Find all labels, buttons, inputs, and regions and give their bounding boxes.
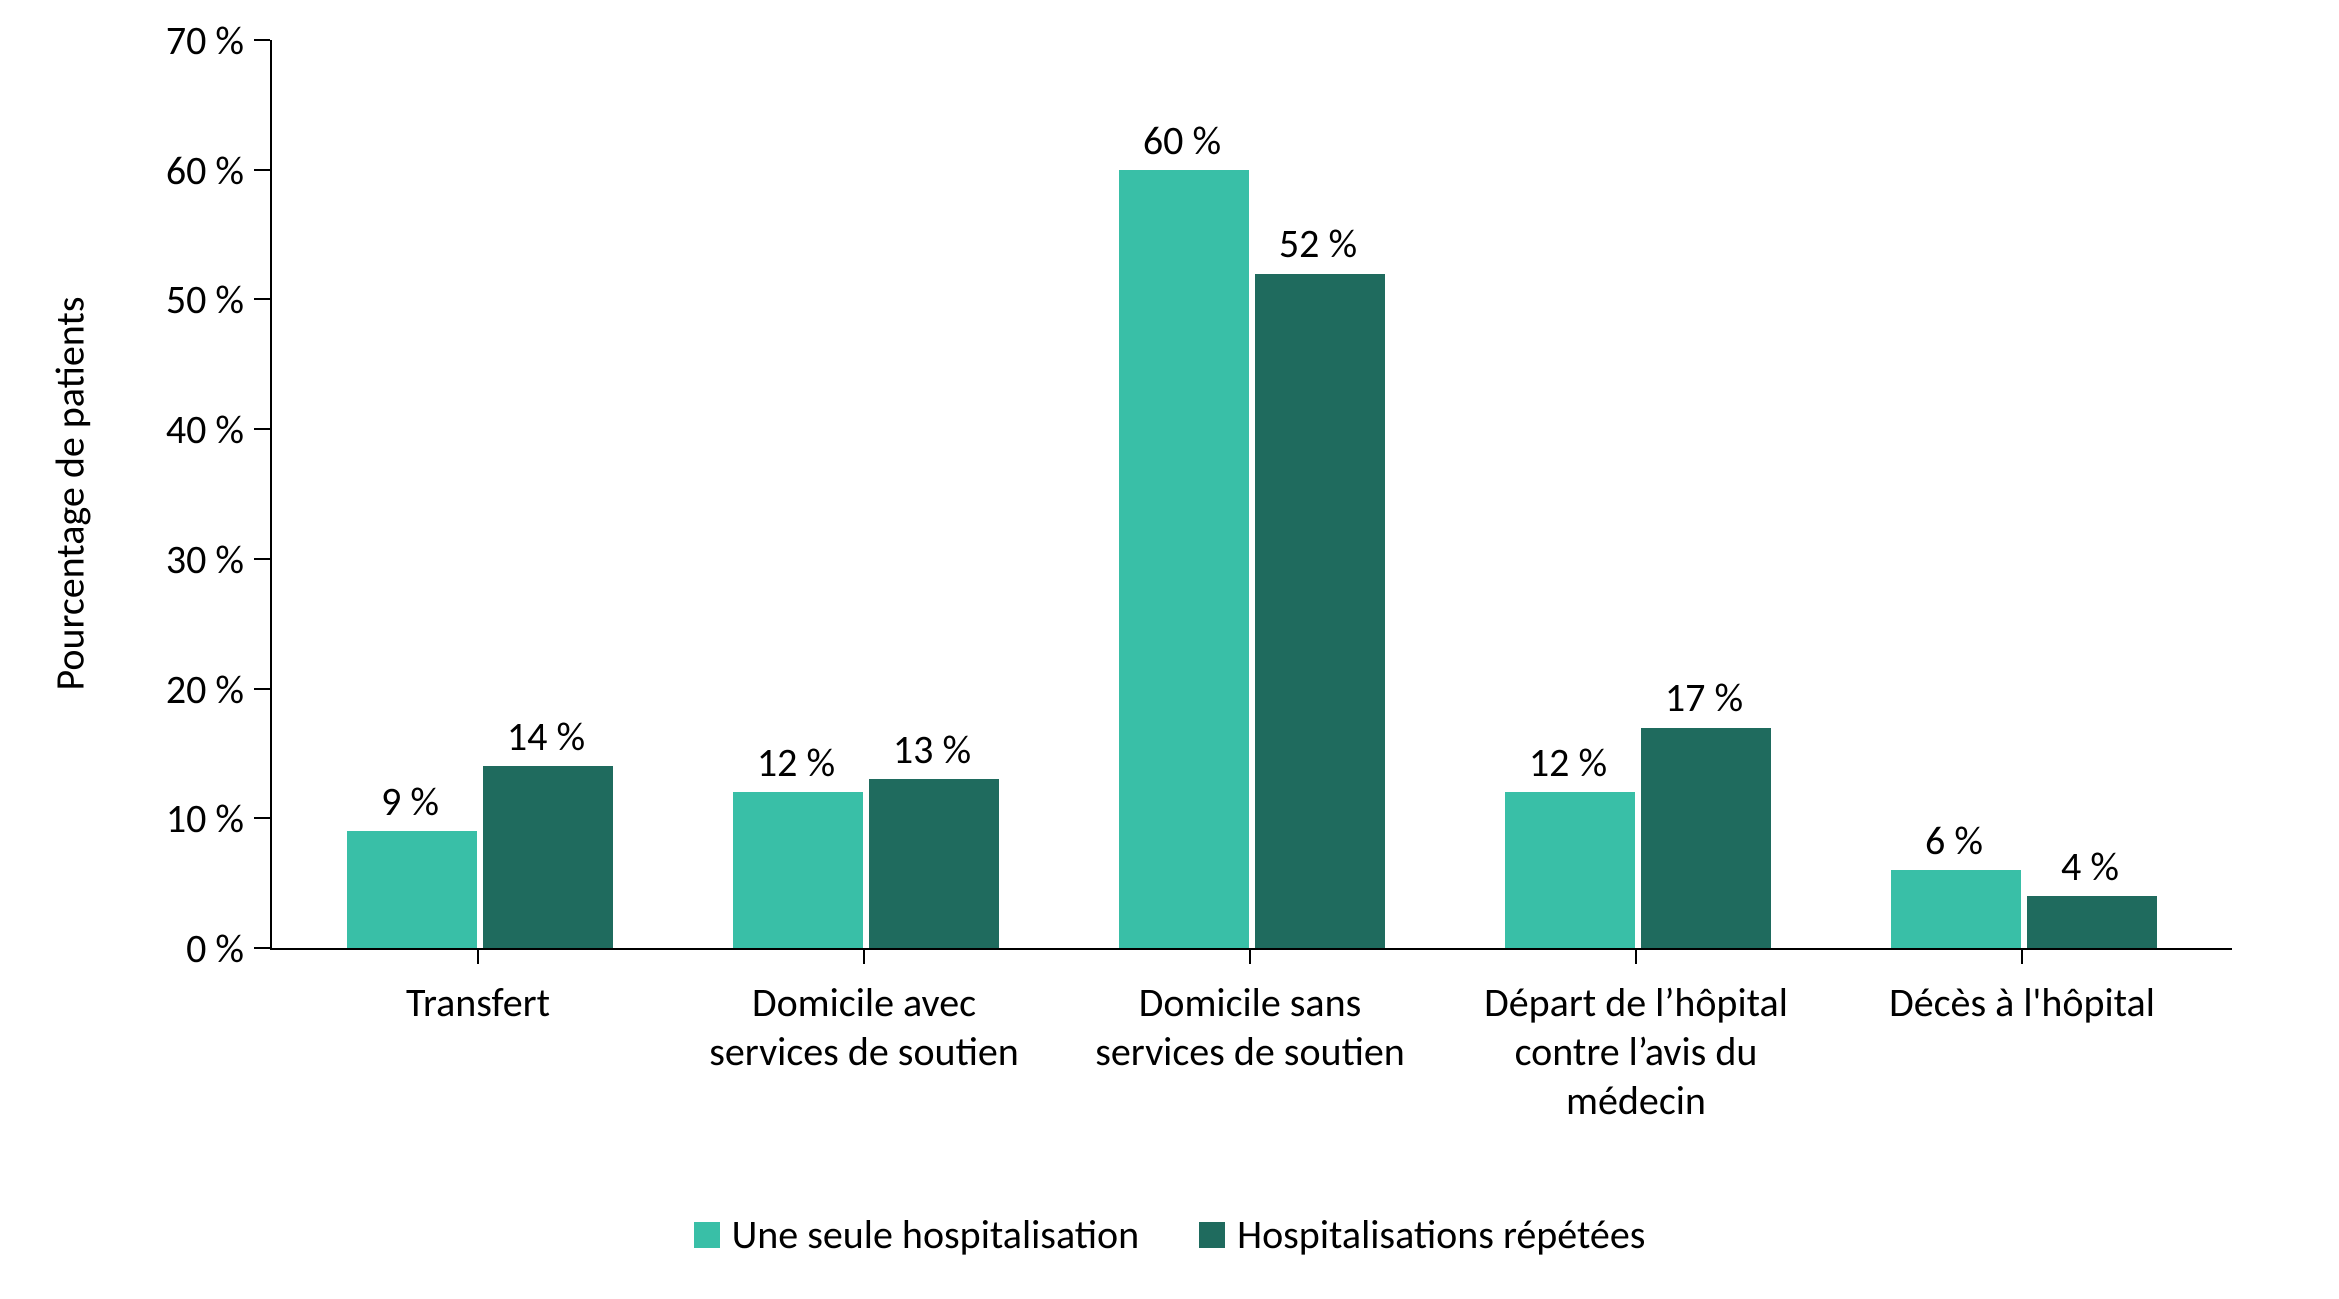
legend-swatch	[1199, 1222, 1225, 1248]
bar-value-label: 12 %	[1483, 738, 1653, 787]
legend-label: Hospitalisations répétées	[1237, 1210, 1645, 1259]
legend-swatch	[694, 1222, 720, 1248]
x-tick-mark	[477, 948, 479, 964]
category-label: Domicile sans services de soutien	[1070, 978, 1430, 1076]
category-label: Décès à l'hôpital	[1842, 978, 2202, 1027]
bar	[1505, 792, 1635, 948]
bar	[1255, 274, 1385, 949]
bar-value-label: 52 %	[1233, 219, 1403, 268]
category-label: Domicile avec services de soutien	[684, 978, 1044, 1076]
legend-label: Une seule hospitalisation	[732, 1210, 1140, 1259]
y-axis-title: Pourcentage de patients	[46, 194, 95, 794]
bar	[733, 792, 863, 948]
bar	[869, 779, 999, 948]
y-tick-mark	[254, 558, 270, 560]
category-label: Transfert	[298, 978, 658, 1027]
y-tick-mark	[254, 169, 270, 171]
y-tick-mark	[254, 298, 270, 300]
bar	[1891, 870, 2021, 948]
y-tick-mark	[254, 688, 270, 690]
y-tick-label: 30 %	[104, 535, 244, 584]
y-tick-label: 10 %	[104, 794, 244, 843]
y-tick-mark	[254, 39, 270, 41]
legend: Une seule hospitalisation Hospitalisation…	[0, 1210, 2339, 1259]
bar-value-label: 17 %	[1619, 673, 1789, 722]
bar-value-label: 4 %	[2005, 842, 2175, 891]
y-tick-label: 70 %	[104, 16, 244, 65]
bar	[483, 766, 613, 948]
bar	[347, 831, 477, 948]
x-tick-mark	[863, 948, 865, 964]
x-tick-mark	[1249, 948, 1251, 964]
legend-item: Une seule hospitalisation	[694, 1210, 1140, 1259]
chart-root: Pourcentage de patients 0 % 10 % 20 % 30 % 40…	[0, 0, 2339, 1299]
bar-value-label: 60 %	[1097, 116, 1267, 165]
y-tick-mark	[254, 817, 270, 819]
bar-value-label: 13 %	[847, 725, 1017, 774]
y-tick-label: 60 %	[104, 146, 244, 195]
legend-item: Hospitalisations répétées	[1199, 1210, 1645, 1259]
y-tick-label: 40 %	[104, 405, 244, 454]
chart-wrap: Pourcentage de patients 0 % 10 % 20 % 30 % 40…	[0, 0, 2339, 1299]
plot-area	[270, 40, 2232, 950]
bar	[1119, 170, 1249, 948]
y-tick-label: 50 %	[104, 275, 244, 324]
bar	[1641, 728, 1771, 949]
bar	[2027, 896, 2157, 948]
y-tick-mark	[254, 428, 270, 430]
category-label: Départ de l’hôpital contre l’avis du méd…	[1456, 978, 1816, 1125]
x-tick-mark	[1635, 948, 1637, 964]
x-tick-mark	[2021, 948, 2023, 964]
bar-value-label: 9 %	[325, 777, 495, 826]
y-tick-label: 20 %	[104, 665, 244, 714]
y-tick-mark	[254, 947, 270, 949]
y-tick-label: 0 %	[104, 924, 244, 973]
bar-value-label: 14 %	[461, 712, 631, 761]
